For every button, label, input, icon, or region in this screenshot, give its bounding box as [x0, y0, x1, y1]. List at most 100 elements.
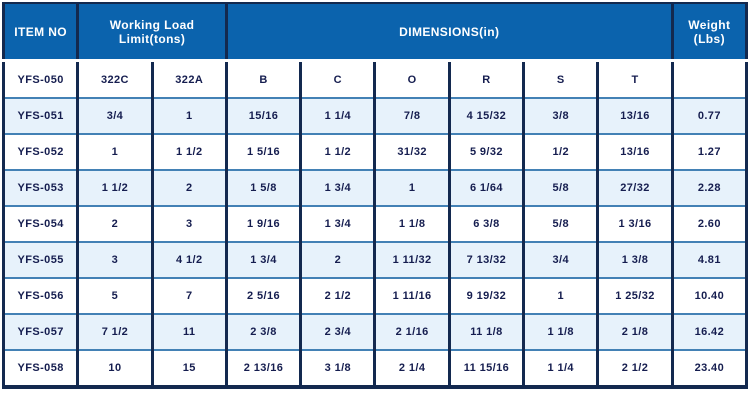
cell: 3: [150, 205, 228, 242]
cell: 1 11/32: [373, 241, 451, 278]
cell: 2: [299, 241, 377, 278]
dim-col-header-c: C: [299, 60, 377, 98]
cell: 23.40: [670, 349, 749, 387]
cell: 2 1/8: [596, 313, 674, 350]
header-cell-dimensions: DIMENSIONS(in): [224, 3, 674, 62]
table-row: YFS-053 1 1/2 2 1 5/8 1 3/4 1 6 1/64 5/8…: [1, 169, 749, 206]
table-row: YFS-054 2 3 1 9/16 1 3/4 1 1/8 6 3/8 5/8…: [1, 205, 749, 242]
cell: 1 1/2: [150, 133, 228, 170]
cell: 4 15/32: [447, 97, 526, 134]
item-no-cell: YFS-050: [1, 60, 80, 98]
table-row: YFS-058 10 15 2 13/16 3 1/8 2 1/4 11 15/…: [1, 349, 749, 387]
item-no-cell: YFS-052: [1, 133, 80, 170]
cell: 2 3/4: [299, 313, 377, 350]
cell: 5 9/32: [447, 133, 526, 170]
cell: 4.81: [670, 241, 749, 278]
header-cell-item-no: ITEM NO: [1, 3, 80, 62]
item-no-cell: YFS-057: [1, 313, 80, 350]
cell: 1 25/32: [596, 277, 674, 314]
cell: 13/16: [596, 133, 674, 170]
cell: 3/8: [522, 97, 600, 134]
item-no-cell: YFS-054: [1, 205, 80, 242]
table-subheader-row: YFS-050 322C 322A B C O R S T: [1, 60, 749, 98]
cell: 7/8: [373, 97, 451, 134]
item-no-cell: YFS-053: [1, 169, 80, 206]
cell: 5/8: [522, 205, 600, 242]
cell: 9 19/32: [447, 277, 526, 314]
cell: 15: [150, 349, 228, 387]
cell: 5: [76, 277, 154, 314]
cell: 1 5/8: [224, 169, 303, 206]
cell: 3: [76, 241, 154, 278]
cell: 2 1/2: [299, 277, 377, 314]
cell: 2 1/4: [373, 349, 451, 387]
cell: 2.28: [670, 169, 749, 206]
cell: 10.40: [670, 277, 749, 314]
cell: 7: [150, 277, 228, 314]
model-col-header-322c: 322C: [76, 60, 154, 98]
cell: 27/32: [596, 169, 674, 206]
cell: 6 1/64: [447, 169, 526, 206]
cell: 1 5/16: [224, 133, 303, 170]
item-no-cell: YFS-058: [1, 349, 80, 387]
cell: 1 3/4: [299, 205, 377, 242]
cell: 13/16: [596, 97, 674, 134]
cell: 1.27: [670, 133, 749, 170]
cell: 7 1/2: [76, 313, 154, 350]
cell: 1 3/8: [596, 241, 674, 278]
cell: 11 15/16: [447, 349, 526, 387]
cell: 1 1/2: [76, 169, 154, 206]
cell: 3 1/8: [299, 349, 377, 387]
cell: 3/4: [76, 97, 154, 134]
header-cell-weight: Weight (Lbs): [670, 3, 749, 62]
cell: 1: [76, 133, 154, 170]
cell: 1 1/2: [299, 133, 377, 170]
empty-cell: [670, 60, 749, 98]
spec-table: ITEM NO Working Load Limit(tons) DIMENSI…: [1, 2, 749, 389]
cell: 2 5/16: [224, 277, 303, 314]
cell: 11: [150, 313, 228, 350]
cell: 2 13/16: [224, 349, 303, 387]
table-row: YFS-052 1 1 1/2 1 5/16 1 1/2 31/32 5 9/3…: [1, 133, 749, 170]
item-no-cell: YFS-051: [1, 97, 80, 134]
cell: 4 1/2: [150, 241, 228, 278]
dim-col-header-s: S: [522, 60, 600, 98]
item-no-cell: YFS-055: [1, 241, 80, 278]
cell: 15/16: [224, 97, 303, 134]
cell: 1 1/8: [522, 313, 600, 350]
cell: 2: [76, 205, 154, 242]
cell: 10: [76, 349, 154, 387]
cell: 16.42: [670, 313, 749, 350]
table-row: YFS-051 3/4 1 15/16 1 1/4 7/8 4 15/32 3/…: [1, 97, 749, 134]
model-col-header-322a: 322A: [150, 60, 228, 98]
cell: 1: [373, 169, 451, 206]
cell: 1: [522, 277, 600, 314]
cell: 1/2: [522, 133, 600, 170]
cell: 5/8: [522, 169, 600, 206]
cell: 3/4: [522, 241, 600, 278]
cell: 1 3/16: [596, 205, 674, 242]
cell: 6 3/8: [447, 205, 526, 242]
cell: 1 3/4: [224, 241, 303, 278]
header-cell-working-load-limit: Working Load Limit(tons): [76, 3, 228, 62]
item-no-cell: YFS-056: [1, 277, 80, 314]
cell: 0.77: [670, 97, 749, 134]
cell: 2: [150, 169, 228, 206]
table-row: YFS-056 5 7 2 5/16 2 1/2 1 11/16 9 19/32…: [1, 277, 749, 314]
dim-col-header-o: O: [373, 60, 451, 98]
table-header-row: ITEM NO Working Load Limit(tons) DIMENSI…: [1, 3, 749, 62]
dim-col-header-t: T: [596, 60, 674, 98]
cell: 11 1/8: [447, 313, 526, 350]
cell: 31/32: [373, 133, 451, 170]
spec-table-container: ITEM NO Working Load Limit(tons) DIMENSI…: [1, 2, 749, 389]
cell: 7 13/32: [447, 241, 526, 278]
table-row: YFS-057 7 1/2 11 2 3/8 2 3/4 2 1/16 11 1…: [1, 313, 749, 350]
cell: 1 11/16: [373, 277, 451, 314]
cell: 1 1/4: [522, 349, 600, 387]
cell: 1 3/4: [299, 169, 377, 206]
dim-col-header-r: R: [447, 60, 526, 98]
cell: 1 1/4: [299, 97, 377, 134]
cell: 2 3/8: [224, 313, 303, 350]
cell: 2.60: [670, 205, 749, 242]
table-row: YFS-055 3 4 1/2 1 3/4 2 1 11/32 7 13/32 …: [1, 241, 749, 278]
